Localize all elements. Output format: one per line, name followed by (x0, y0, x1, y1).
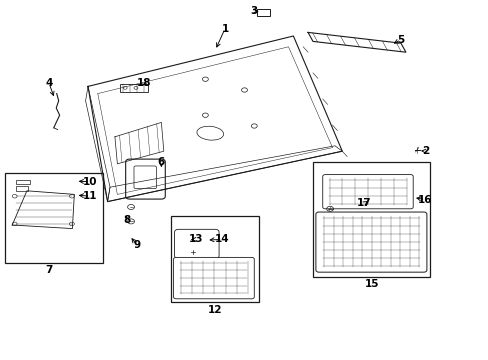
Text: 18: 18 (137, 78, 151, 88)
Text: 1: 1 (221, 24, 228, 34)
FancyBboxPatch shape (312, 162, 429, 277)
Text: 11: 11 (83, 191, 98, 201)
FancyBboxPatch shape (125, 159, 165, 199)
Text: 7: 7 (45, 265, 53, 275)
FancyBboxPatch shape (171, 216, 259, 302)
Text: 5: 5 (397, 35, 404, 45)
Text: 3: 3 (250, 6, 257, 16)
FancyBboxPatch shape (322, 175, 412, 209)
FancyBboxPatch shape (315, 212, 426, 272)
FancyBboxPatch shape (134, 166, 156, 189)
FancyBboxPatch shape (256, 9, 270, 16)
Text: 17: 17 (356, 198, 371, 208)
Text: 8: 8 (123, 215, 130, 225)
Ellipse shape (197, 126, 223, 140)
Text: 15: 15 (364, 279, 378, 289)
FancyBboxPatch shape (174, 229, 219, 258)
Text: 14: 14 (215, 234, 229, 244)
Text: 4: 4 (45, 78, 53, 88)
FancyBboxPatch shape (16, 186, 28, 191)
Text: 16: 16 (417, 195, 432, 205)
FancyBboxPatch shape (173, 257, 254, 299)
Text: 12: 12 (207, 305, 222, 315)
Text: 2: 2 (421, 146, 428, 156)
Text: 10: 10 (83, 177, 98, 187)
FancyBboxPatch shape (5, 173, 102, 263)
FancyBboxPatch shape (16, 180, 30, 184)
Text: 9: 9 (133, 240, 140, 250)
Text: 13: 13 (188, 234, 203, 244)
Text: 6: 6 (158, 157, 164, 167)
FancyBboxPatch shape (120, 84, 148, 92)
